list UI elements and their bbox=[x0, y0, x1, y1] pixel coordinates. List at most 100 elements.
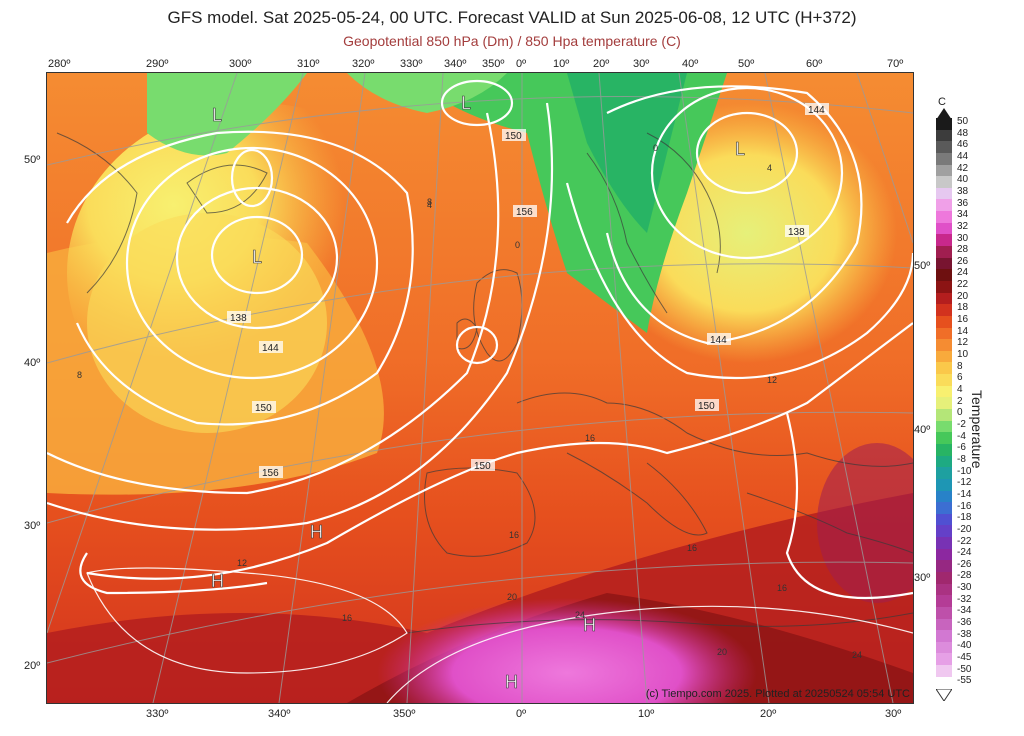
temp-label: 16 bbox=[585, 433, 595, 443]
left-lat-label: 20º bbox=[24, 660, 41, 672]
low-pressure-label: L bbox=[212, 105, 222, 125]
colorbar-label: -24 bbox=[957, 547, 972, 559]
temp-label: 24 bbox=[852, 650, 862, 660]
colorbar-cell bbox=[936, 164, 952, 177]
colorbar-cell bbox=[936, 211, 952, 223]
top-lon-label: 10º bbox=[553, 58, 570, 70]
colorbar-label: -34 bbox=[957, 605, 972, 617]
colorbar-cell bbox=[936, 234, 952, 247]
colorbar-cell bbox=[936, 618, 952, 631]
bottom-lon-label: 0º bbox=[516, 708, 527, 720]
contour-label: 156 bbox=[516, 207, 533, 218]
colorbar-cell bbox=[936, 385, 952, 398]
colorbar-cell bbox=[936, 374, 952, 386]
colorbar-cell bbox=[936, 246, 952, 258]
colorbar-cell bbox=[936, 525, 952, 538]
temp-label: 0 bbox=[515, 240, 520, 250]
left-lat-label: 40º bbox=[24, 357, 41, 369]
colorbar-label: -38 bbox=[957, 628, 972, 640]
colorbar-cell bbox=[936, 653, 952, 666]
colorbar-label: -4 bbox=[957, 430, 966, 442]
temp-label: 4 bbox=[427, 200, 432, 210]
colorbar-cell bbox=[936, 455, 952, 468]
contour-label: 150 bbox=[255, 403, 272, 414]
colorbar-label: -6 bbox=[957, 442, 966, 454]
bottom-lon-label: 30º bbox=[885, 708, 902, 720]
temp-label: 16 bbox=[509, 530, 519, 540]
temp-label: 4 bbox=[767, 163, 772, 173]
colorbar-label: 22 bbox=[957, 279, 969, 291]
colorbar-label: 34 bbox=[957, 209, 969, 221]
top-lon-label: 50º bbox=[738, 58, 755, 70]
bottom-lon-label: 350º bbox=[393, 708, 416, 720]
left-lat-label: 30º bbox=[24, 520, 41, 532]
colorbar-cell bbox=[936, 339, 952, 351]
temp-label: 8 bbox=[427, 197, 432, 207]
colorbar-label: -30 bbox=[957, 582, 972, 594]
colorbar-label: -50 bbox=[957, 663, 972, 675]
temp-label: 0 bbox=[653, 143, 658, 153]
colorbar-cell bbox=[936, 269, 952, 281]
bottom-lon-label: 340º bbox=[268, 708, 291, 720]
colorbar-cell bbox=[936, 432, 952, 444]
colorbar-label: 32 bbox=[957, 220, 969, 232]
legend-bottom-arrow-icon bbox=[936, 689, 952, 701]
colorbar-label: -45 bbox=[957, 652, 972, 664]
contour-label: 150 bbox=[505, 131, 522, 142]
colorbar-cell bbox=[936, 583, 952, 596]
colorbar-cell bbox=[936, 315, 952, 328]
colorbar-label: 2 bbox=[957, 395, 963, 407]
colorbar-label: 10 bbox=[957, 349, 969, 361]
colorbar-label: 48 bbox=[957, 127, 969, 139]
colorbar-cell bbox=[936, 397, 952, 410]
colorbar-label: 50 bbox=[957, 116, 969, 127]
right-lat-label: 40º bbox=[914, 424, 931, 436]
contour-label: 156 bbox=[262, 468, 279, 479]
temp-label: 8 bbox=[77, 370, 82, 380]
colorbar-cell bbox=[936, 420, 952, 433]
colorbar-cell bbox=[936, 141, 952, 153]
colorbar-cell bbox=[936, 490, 952, 503]
temp-label: 20 bbox=[507, 592, 517, 602]
colorbar-cell bbox=[936, 409, 952, 421]
colorbar-cell bbox=[936, 630, 952, 642]
colorbar-label: 16 bbox=[957, 314, 969, 326]
colorbar-cell bbox=[936, 362, 952, 375]
colorbar-cell bbox=[936, 676, 952, 689]
colorbar-cell bbox=[936, 187, 952, 200]
colorbar-cell bbox=[936, 222, 952, 235]
colorbar-cell bbox=[936, 606, 952, 619]
colorbar-label: -22 bbox=[957, 535, 972, 547]
legend-top-arrow-icon bbox=[936, 108, 952, 120]
colorbar-cell bbox=[936, 467, 952, 479]
colorbar-label: 14 bbox=[957, 325, 969, 337]
colorbar-label: 12 bbox=[957, 337, 969, 349]
colorbar-label: 28 bbox=[957, 244, 969, 256]
colorbar-label: 46 bbox=[957, 139, 969, 151]
colorbar-label: -40 bbox=[957, 640, 972, 652]
legend-unit: C bbox=[938, 96, 946, 108]
colorbar-cell bbox=[936, 560, 952, 572]
colorbar-label: 44 bbox=[957, 150, 969, 162]
colorbar-label: 8 bbox=[957, 360, 963, 372]
bottom-lon-label: 20º bbox=[760, 708, 777, 720]
colorbar-label: 36 bbox=[957, 197, 969, 209]
colorbar-cell bbox=[936, 548, 952, 561]
colorbar-label: -26 bbox=[957, 558, 972, 570]
weather-map: 138 144 150 156 150 156 150 144 138 144 … bbox=[46, 72, 914, 704]
colorbar-label: -32 bbox=[957, 593, 972, 605]
temp-label: 12 bbox=[767, 375, 777, 385]
top-lon-label: 40º bbox=[682, 58, 699, 70]
colorbar-label: -14 bbox=[957, 488, 972, 500]
contour-label: 144 bbox=[710, 335, 727, 346]
top-lon-label: 340º bbox=[444, 58, 467, 70]
colorbar-cell bbox=[936, 443, 952, 456]
top-lon-label: 0º bbox=[516, 58, 527, 70]
top-lon-label: 20º bbox=[593, 58, 610, 70]
colorbar-cell bbox=[936, 350, 952, 363]
bottom-lon-label: 10º bbox=[638, 708, 655, 720]
colorbar-cell bbox=[936, 280, 952, 293]
colorbar-label: -2 bbox=[957, 418, 966, 430]
colorbar-label: 42 bbox=[957, 162, 969, 174]
colorbar-label: 30 bbox=[957, 232, 969, 244]
